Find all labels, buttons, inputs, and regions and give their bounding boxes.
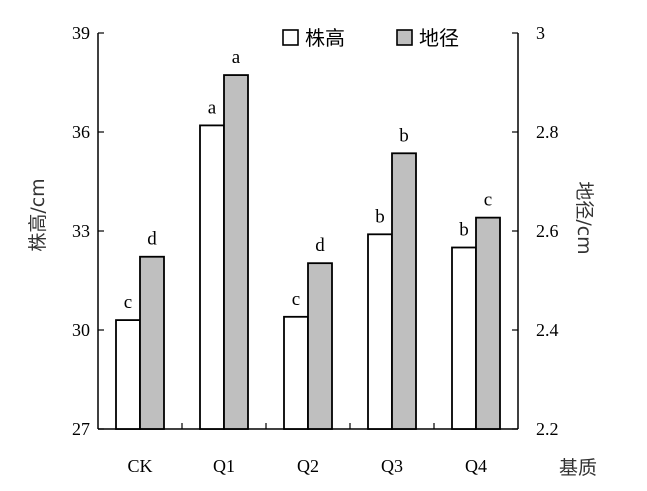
- bar-significance-label: b: [399, 125, 409, 146]
- bar-significance-label: a: [208, 97, 217, 118]
- x-axis-title: 基质: [559, 457, 597, 479]
- legend: 株高 地径: [282, 26, 459, 50]
- bar-series-1: [367, 233, 393, 430]
- x-category-label: Q2: [297, 456, 319, 476]
- x-category-label: Q3: [381, 456, 403, 476]
- y-left-tick-label: 33: [72, 221, 90, 241]
- y-left-tick-label: 36: [72, 122, 90, 142]
- bar-significance-label: c: [124, 292, 132, 313]
- bar-series-1: [283, 315, 309, 430]
- bar-series-1: [115, 319, 141, 430]
- bar-significance-label: c: [292, 289, 300, 310]
- y-right-tick-label: 2.2: [536, 419, 559, 439]
- y-left-tick-label: 27: [72, 419, 90, 439]
- bar-series-2: [307, 262, 333, 430]
- bar-series-2: [223, 74, 249, 430]
- bars: [115, 74, 501, 430]
- bar-series-2: [139, 255, 165, 430]
- legend-label: 地径: [419, 26, 459, 50]
- bar-series-2: [475, 216, 501, 430]
- y-right-tick-label: 2.4: [536, 320, 559, 340]
- y-left-tick-label: 30: [72, 320, 90, 340]
- bar-significance-label: c: [484, 190, 492, 211]
- bar-significance-label: d: [315, 235, 325, 256]
- x-category-label: Q1: [213, 456, 235, 476]
- bar-significance-label: a: [232, 47, 241, 68]
- y-left-tick-label: 39: [72, 23, 90, 43]
- x-category-label: Q4: [465, 456, 487, 476]
- legend-swatch: [282, 29, 299, 46]
- bar-series-1: [199, 124, 225, 430]
- bar-series-2: [391, 152, 417, 430]
- y-right-tick-label: 2.6: [536, 221, 559, 241]
- bar-significance-label: b: [375, 206, 385, 227]
- legend-label: 株高: [305, 26, 345, 50]
- bar-significance-label: b: [459, 220, 469, 241]
- bar-series-1: [451, 246, 477, 430]
- legend-swatch: [396, 29, 413, 46]
- y-right-tick-label: 2.8: [536, 122, 559, 142]
- y-axis-right-title: 地径/cm: [573, 181, 595, 254]
- x-category-label: CK: [127, 456, 152, 476]
- y-right-tick-label: 3: [536, 23, 545, 43]
- y-axis-left-title: 株高/cm: [27, 178, 49, 251]
- axes: 27 30 33 36 39 2.2 2.4 2.6 2.8 3 CK Q1 Q2 Q3 Q4: [72, 23, 559, 476]
- bar-significance-label: d: [147, 229, 157, 250]
